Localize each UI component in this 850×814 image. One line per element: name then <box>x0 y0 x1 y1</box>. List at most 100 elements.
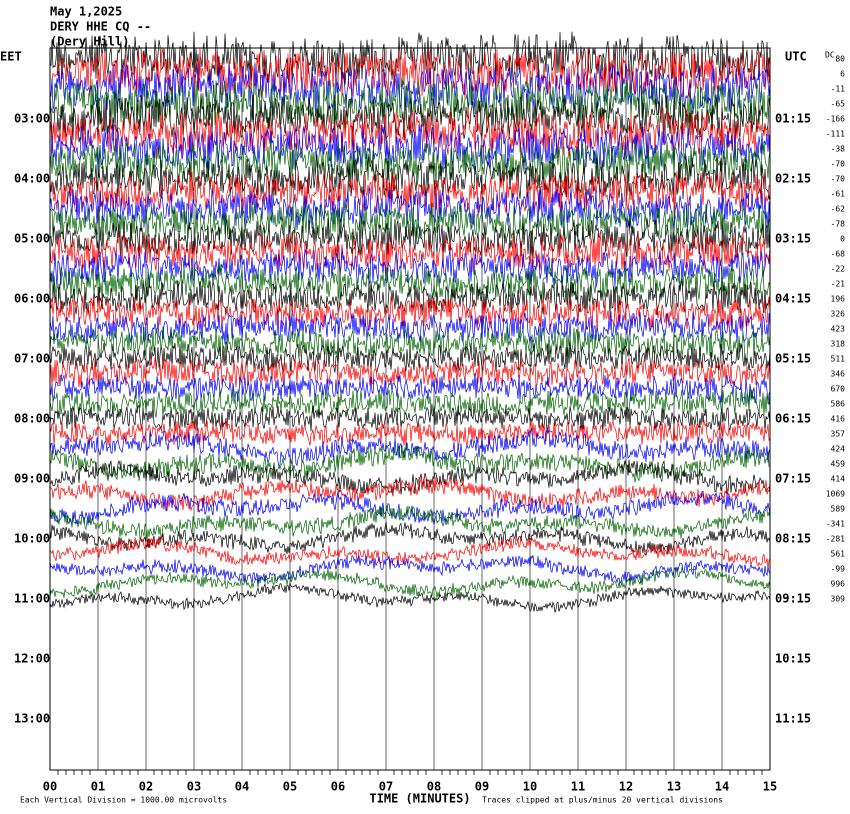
left-hour-label: 08:00 <box>14 412 50 426</box>
left-hour-label: 04:00 <box>14 172 50 186</box>
right-hour-label: 03:15 <box>775 232 811 246</box>
dc-offset: -281 <box>826 535 845 544</box>
right-axis-name: UTC <box>785 50 807 64</box>
trace <box>49 555 771 585</box>
trace <box>49 63 771 115</box>
dc-offset: 586 <box>831 400 846 409</box>
dc-offset: -111 <box>826 130 845 139</box>
dc-offset: 414 <box>831 475 846 484</box>
dc-offset: -166 <box>826 115 845 124</box>
trace <box>49 419 771 447</box>
dc-offset: 416 <box>831 415 846 424</box>
dc-title: DC <box>825 51 835 60</box>
left-hour-label: 10:00 <box>14 532 50 546</box>
x-tick-label: 12 <box>619 780 633 794</box>
trace <box>49 521 771 557</box>
dc-offset: -70 <box>831 175 846 184</box>
x-tick-label: 05 <box>283 780 297 794</box>
x-tick-label: 01 <box>91 780 105 794</box>
x-tick-label: 09 <box>475 780 489 794</box>
dc-offset: -62 <box>831 205 846 214</box>
trace <box>49 341 771 374</box>
left-hour-label: 03:00 <box>14 112 50 126</box>
dc-offset: -70 <box>831 160 846 169</box>
trace <box>49 248 771 290</box>
left-hour-label: 09:00 <box>14 472 50 486</box>
left-hour-label: 11:00 <box>14 592 50 606</box>
trace <box>49 138 771 188</box>
trace <box>49 566 771 598</box>
dc-offset: -61 <box>831 190 846 199</box>
right-hour-label: 08:15 <box>775 532 811 546</box>
station: DERY HHE CQ -- <box>50 20 151 34</box>
dc-offset: 996 <box>831 580 846 589</box>
right-hour-label: 06:15 <box>775 412 811 426</box>
trace <box>49 154 771 201</box>
dc-offset: -99 <box>831 565 846 574</box>
right-hour-label: 02:15 <box>775 172 811 186</box>
left-hour-label: 06:00 <box>14 292 50 306</box>
traces <box>49 31 771 613</box>
trace <box>49 295 771 333</box>
right-hour-label: 07:15 <box>775 472 811 486</box>
site: (Dery Hill) <box>50 35 129 49</box>
x-tick-label: 07 <box>379 780 393 794</box>
dc-offset: -341 <box>826 520 845 529</box>
x-tick-label: 13 <box>667 780 681 794</box>
dc-offset: 670 <box>831 385 846 394</box>
x-tick-label: 04 <box>235 780 249 794</box>
date: May 1,2025 <box>50 5 122 19</box>
x-tick-label: 14 <box>715 780 729 794</box>
trace <box>49 357 771 390</box>
dc-offset: -65 <box>831 100 846 109</box>
x-tick-label: 00 <box>43 780 57 794</box>
dc-offset: 346 <box>831 370 846 379</box>
dc-offset: 309 <box>831 595 846 604</box>
trace <box>49 279 771 316</box>
x-tick-label: 11 <box>571 780 585 794</box>
dc-offset: 318 <box>831 340 846 349</box>
dc-offset: 511 <box>831 355 846 364</box>
x-axis-title: TIME (MINUTES) <box>369 792 470 806</box>
x-tick-label: 03 <box>187 780 201 794</box>
dc-offset: 357 <box>831 430 846 439</box>
plot-frame <box>49 47 771 771</box>
dc-offset: 459 <box>831 460 846 469</box>
dc-offset: 326 <box>831 310 846 319</box>
dc-offset: 1069 <box>826 490 845 499</box>
trace <box>49 476 771 513</box>
trace <box>49 231 771 272</box>
dc-offset: -11 <box>831 85 846 94</box>
x-tick-label: 06 <box>331 780 345 794</box>
dc-offset: -78 <box>831 220 846 229</box>
trace <box>49 505 771 540</box>
trace <box>49 534 771 569</box>
trace <box>49 443 771 483</box>
x-tick-label: 15 <box>763 780 777 794</box>
x-tick-label: 02 <box>139 780 153 794</box>
dc-offset: -38 <box>831 145 846 154</box>
clip-note: Traces clipped at plus/minus 20 vertical… <box>482 796 723 805</box>
trace <box>49 582 771 613</box>
dc-offset: 0 <box>840 235 845 244</box>
right-hour-label: 09:15 <box>775 592 811 606</box>
trace <box>49 325 771 361</box>
left-axis-name: EET <box>0 50 22 64</box>
trace <box>49 490 771 526</box>
dc-offset: 423 <box>831 325 846 334</box>
dc-offset: -68 <box>831 250 846 259</box>
right-hour-label: 04:15 <box>775 292 811 306</box>
dc-offset: 589 <box>831 505 846 514</box>
right-hour-label: 05:15 <box>775 352 811 366</box>
dc-offset: 6 <box>840 70 845 79</box>
trace <box>49 91 771 143</box>
trace <box>49 31 771 85</box>
trace <box>49 107 771 159</box>
right-hour-label: 10:15 <box>775 652 811 666</box>
dc-offset: 561 <box>831 550 846 559</box>
left-hour-label: 12:00 <box>14 652 50 666</box>
trace <box>49 311 771 345</box>
dc-offset: 424 <box>831 445 846 454</box>
left-hour-label: 07:00 <box>14 352 50 366</box>
